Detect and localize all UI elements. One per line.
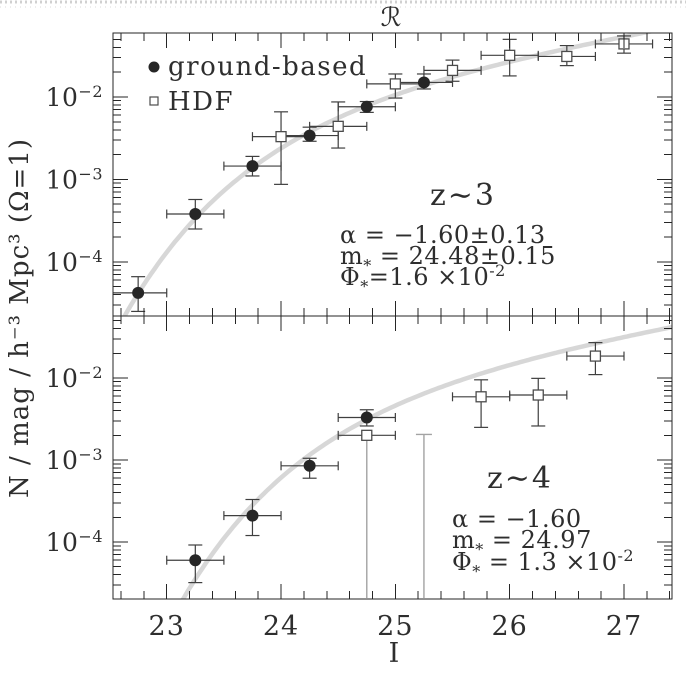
data-point-hdf [589, 350, 602, 362]
data-point-hdf [561, 50, 573, 63]
data-point-hdf [389, 78, 402, 90]
upper-limit-bar [415, 433, 432, 598]
data-point-hdf [361, 429, 373, 441]
fit-parameter-line: m* = 24.97 [452, 526, 592, 559]
y-tick-label: 10−4 [46, 527, 103, 557]
x-tick-label: 27 [606, 611, 642, 642]
data-point-ground-based [189, 554, 202, 567]
y-tick-label: 10−2 [46, 363, 103, 393]
legend-open-square-icon [149, 96, 159, 106]
fit-curve [122, 33, 655, 316]
data-point-hdf [504, 49, 516, 61]
data-point-ground-based [360, 411, 373, 424]
data-point-ground-based [417, 76, 430, 89]
fit-parameter-line: Φ*=1.6 ×10-2 [340, 261, 506, 296]
panel-z4: 10−2 10−3 10−4 z∼4 α = −1.60m* = 24.97Φ* = 1… [46, 315, 673, 600]
data-point-hdf [446, 64, 459, 77]
data-point-ground-based [132, 286, 145, 299]
x-tick-label: 24 [263, 611, 299, 642]
x-tick-label: 23 [149, 611, 185, 642]
fit-parameter-line: α = −1.60±0.13 [340, 221, 546, 249]
series-ground-based [132, 76, 430, 299]
data-point-hdf [475, 391, 487, 403]
data-point-ground-based [246, 160, 259, 173]
x-tick-label: 26 [491, 611, 527, 642]
legend-filled-circle-icon [148, 61, 160, 73]
axis-ticks [113, 316, 672, 599]
series-ground-based [189, 411, 373, 567]
x-tick-label: 25 [377, 611, 413, 642]
top-axis-label-R: ℛ [381, 3, 402, 33]
data-point-hdf [532, 389, 544, 401]
data-point-ground-based [246, 509, 259, 522]
panel-border [112, 315, 673, 600]
legend-label-ground-based: ground-based [168, 52, 367, 82]
redshift-label: z∼3 [430, 178, 496, 213]
x-axis-label-I: I [389, 638, 400, 669]
axis-ticks [113, 33, 672, 316]
y-tick-label: 10−4 [46, 247, 103, 277]
y-tick-label: 10−3 [46, 445, 103, 475]
panel-z3: 10−2 10−3 10−4 z∼3 α = −1.60±0.13m* = 24.48±… [46, 32, 673, 317]
y-tick-label: 10−2 [46, 82, 103, 112]
data-point-ground-based [303, 459, 316, 472]
fit-parameter-line: Φ* = 1.3 ×10-2 [452, 546, 634, 581]
fit-curve [180, 324, 672, 599]
data-point-ground-based [360, 100, 373, 113]
y-axis-label: N / mag / h⁻³ Mpc³ (Ω=1) [5, 138, 35, 498]
data-point-hdf [275, 130, 287, 143]
fit-parameter-line: m* = 24.48±0.15 [340, 242, 556, 275]
redshift-label: z∼4 [487, 461, 553, 496]
errorbars-ground-based [166, 409, 396, 584]
y-tick-label: 10−3 [46, 164, 103, 194]
data-point-ground-based [303, 129, 316, 142]
data-point-ground-based [189, 208, 202, 221]
fit-parameter-line: α = −1.60 [452, 505, 582, 533]
series-hdf [361, 350, 602, 441]
legend-label-hdf: HDF [168, 87, 234, 117]
legend: ground-based HDF [148, 52, 367, 117]
data-point-hdf [332, 120, 344, 132]
